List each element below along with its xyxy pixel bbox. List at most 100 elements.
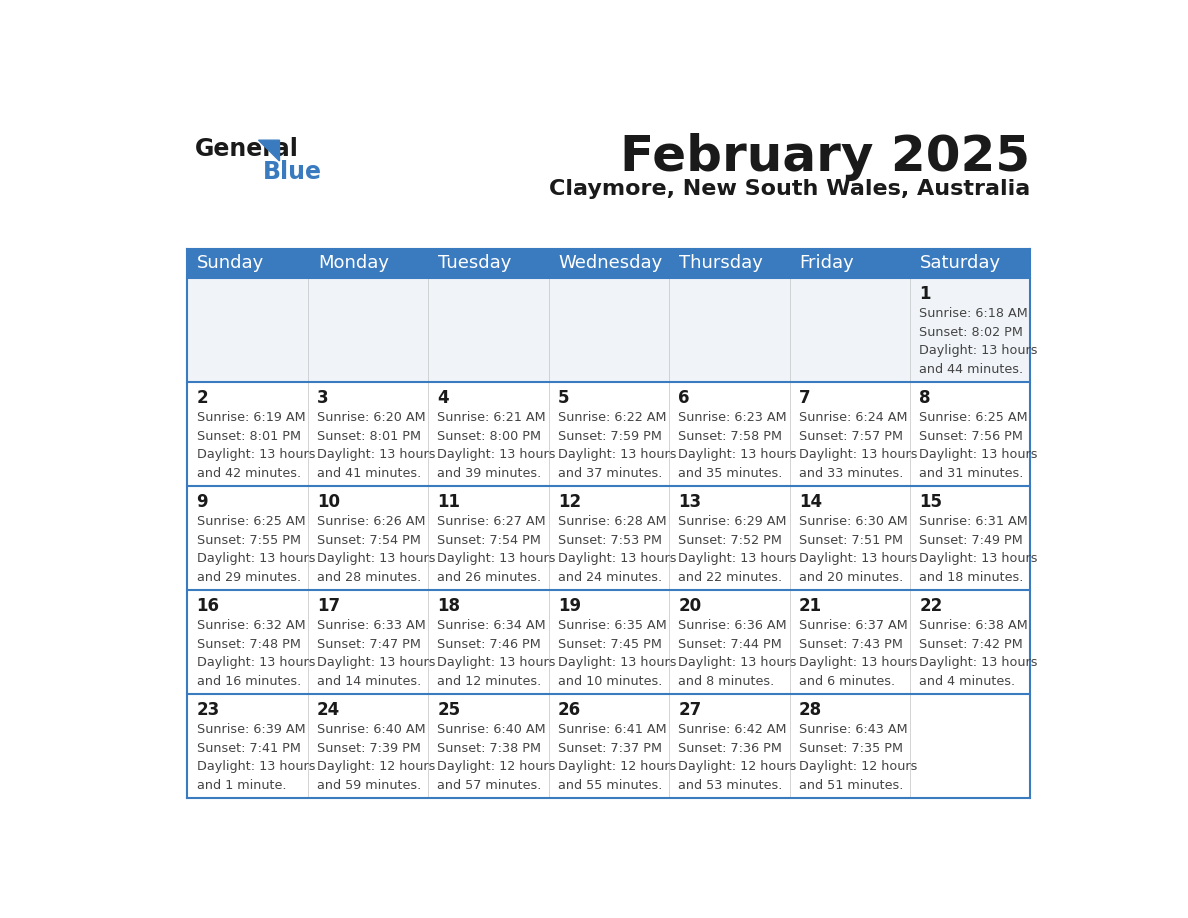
Bar: [549, 486, 669, 590]
Bar: [790, 382, 910, 486]
Bar: [188, 694, 308, 798]
Text: Sunrise: 6:19 AM
Sunset: 8:01 PM
Daylight: 13 hours
and 42 minutes.: Sunrise: 6:19 AM Sunset: 8:01 PM Dayligh…: [196, 411, 315, 480]
Bar: [669, 486, 790, 590]
Text: Saturday: Saturday: [920, 254, 1001, 273]
Bar: [910, 590, 1030, 694]
Text: Sunrise: 6:18 AM
Sunset: 8:02 PM
Daylight: 13 hours
and 44 minutes.: Sunrise: 6:18 AM Sunset: 8:02 PM Dayligh…: [920, 308, 1038, 375]
Text: Sunrise: 6:25 AM
Sunset: 7:56 PM
Daylight: 13 hours
and 31 minutes.: Sunrise: 6:25 AM Sunset: 7:56 PM Dayligh…: [920, 411, 1038, 480]
Text: Sunrise: 6:42 AM
Sunset: 7:36 PM
Daylight: 12 hours
and 53 minutes.: Sunrise: 6:42 AM Sunset: 7:36 PM Dayligh…: [678, 723, 797, 791]
Bar: [188, 590, 308, 694]
Text: Sunrise: 6:22 AM
Sunset: 7:59 PM
Daylight: 13 hours
and 37 minutes.: Sunrise: 6:22 AM Sunset: 7:59 PM Dayligh…: [558, 411, 676, 480]
Bar: [428, 486, 549, 590]
Text: 28: 28: [798, 700, 822, 719]
Bar: [428, 278, 549, 382]
Bar: [669, 590, 790, 694]
Bar: [910, 486, 1030, 590]
Text: Sunrise: 6:28 AM
Sunset: 7:53 PM
Daylight: 13 hours
and 24 minutes.: Sunrise: 6:28 AM Sunset: 7:53 PM Dayligh…: [558, 515, 676, 584]
Text: Sunrise: 6:25 AM
Sunset: 7:55 PM
Daylight: 13 hours
and 29 minutes.: Sunrise: 6:25 AM Sunset: 7:55 PM Dayligh…: [196, 515, 315, 584]
Text: 11: 11: [437, 493, 461, 510]
Text: Monday: Monday: [317, 254, 388, 273]
Text: Sunrise: 6:31 AM
Sunset: 7:49 PM
Daylight: 13 hours
and 18 minutes.: Sunrise: 6:31 AM Sunset: 7:49 PM Dayligh…: [920, 515, 1038, 584]
Text: Sunrise: 6:43 AM
Sunset: 7:35 PM
Daylight: 12 hours
and 51 minutes.: Sunrise: 6:43 AM Sunset: 7:35 PM Dayligh…: [798, 723, 917, 791]
Text: 2: 2: [196, 389, 208, 407]
Text: 7: 7: [798, 389, 810, 407]
Text: Thursday: Thursday: [680, 254, 763, 273]
Text: 12: 12: [558, 493, 581, 510]
Bar: [308, 382, 428, 486]
Bar: [188, 382, 308, 486]
Text: Sunrise: 6:23 AM
Sunset: 7:58 PM
Daylight: 13 hours
and 35 minutes.: Sunrise: 6:23 AM Sunset: 7:58 PM Dayligh…: [678, 411, 797, 480]
Text: 3: 3: [317, 389, 329, 407]
Bar: [669, 694, 790, 798]
Text: 13: 13: [678, 493, 701, 510]
Bar: [428, 694, 549, 798]
Text: 6: 6: [678, 389, 690, 407]
Bar: [308, 590, 428, 694]
Bar: [188, 278, 308, 382]
Bar: [308, 694, 428, 798]
Text: 15: 15: [920, 493, 942, 510]
Bar: [188, 249, 1030, 278]
Text: Sunrise: 6:26 AM
Sunset: 7:54 PM
Daylight: 13 hours
and 28 minutes.: Sunrise: 6:26 AM Sunset: 7:54 PM Dayligh…: [317, 515, 436, 584]
Text: Sunrise: 6:41 AM
Sunset: 7:37 PM
Daylight: 12 hours
and 55 minutes.: Sunrise: 6:41 AM Sunset: 7:37 PM Dayligh…: [558, 723, 676, 791]
Text: 19: 19: [558, 597, 581, 615]
Bar: [790, 486, 910, 590]
Bar: [549, 382, 669, 486]
Text: February 2025: February 2025: [620, 133, 1030, 181]
Bar: [910, 278, 1030, 382]
Text: 21: 21: [798, 597, 822, 615]
Text: Sunrise: 6:20 AM
Sunset: 8:01 PM
Daylight: 13 hours
and 41 minutes.: Sunrise: 6:20 AM Sunset: 8:01 PM Dayligh…: [317, 411, 436, 480]
Text: Sunrise: 6:36 AM
Sunset: 7:44 PM
Daylight: 13 hours
and 8 minutes.: Sunrise: 6:36 AM Sunset: 7:44 PM Dayligh…: [678, 619, 797, 688]
Bar: [308, 278, 428, 382]
Bar: [790, 590, 910, 694]
Bar: [549, 694, 669, 798]
Text: 23: 23: [196, 700, 220, 719]
Bar: [549, 278, 669, 382]
Text: 9: 9: [196, 493, 208, 510]
Text: Sunrise: 6:34 AM
Sunset: 7:46 PM
Daylight: 13 hours
and 12 minutes.: Sunrise: 6:34 AM Sunset: 7:46 PM Dayligh…: [437, 619, 556, 688]
Text: Sunrise: 6:24 AM
Sunset: 7:57 PM
Daylight: 13 hours
and 33 minutes.: Sunrise: 6:24 AM Sunset: 7:57 PM Dayligh…: [798, 411, 917, 480]
Text: Sunrise: 6:40 AM
Sunset: 7:38 PM
Daylight: 12 hours
and 57 minutes.: Sunrise: 6:40 AM Sunset: 7:38 PM Dayligh…: [437, 723, 556, 791]
Polygon shape: [259, 140, 279, 161]
Text: 1: 1: [920, 285, 930, 303]
Text: 18: 18: [437, 597, 461, 615]
Text: 20: 20: [678, 597, 701, 615]
Text: Tuesday: Tuesday: [438, 254, 512, 273]
Bar: [428, 382, 549, 486]
Text: 14: 14: [798, 493, 822, 510]
Text: Sunrise: 6:29 AM
Sunset: 7:52 PM
Daylight: 13 hours
and 22 minutes.: Sunrise: 6:29 AM Sunset: 7:52 PM Dayligh…: [678, 515, 797, 584]
Text: 8: 8: [920, 389, 930, 407]
Text: Sunrise: 6:35 AM
Sunset: 7:45 PM
Daylight: 13 hours
and 10 minutes.: Sunrise: 6:35 AM Sunset: 7:45 PM Dayligh…: [558, 619, 676, 688]
Text: 26: 26: [558, 700, 581, 719]
Text: Friday: Friday: [800, 254, 854, 273]
Bar: [910, 694, 1030, 798]
Text: Sunrise: 6:38 AM
Sunset: 7:42 PM
Daylight: 13 hours
and 4 minutes.: Sunrise: 6:38 AM Sunset: 7:42 PM Dayligh…: [920, 619, 1038, 688]
Text: 25: 25: [437, 700, 461, 719]
Text: Claymore, New South Wales, Australia: Claymore, New South Wales, Australia: [549, 179, 1030, 199]
Bar: [428, 590, 549, 694]
Text: Sunrise: 6:39 AM
Sunset: 7:41 PM
Daylight: 13 hours
and 1 minute.: Sunrise: 6:39 AM Sunset: 7:41 PM Dayligh…: [196, 723, 315, 791]
Text: 17: 17: [317, 597, 340, 615]
Text: Sunday: Sunday: [197, 254, 265, 273]
Text: Sunrise: 6:27 AM
Sunset: 7:54 PM
Daylight: 13 hours
and 26 minutes.: Sunrise: 6:27 AM Sunset: 7:54 PM Dayligh…: [437, 515, 556, 584]
Bar: [669, 382, 790, 486]
Bar: [549, 590, 669, 694]
Bar: [790, 278, 910, 382]
Text: 4: 4: [437, 389, 449, 407]
Text: Sunrise: 6:21 AM
Sunset: 8:00 PM
Daylight: 13 hours
and 39 minutes.: Sunrise: 6:21 AM Sunset: 8:00 PM Dayligh…: [437, 411, 556, 480]
Text: 16: 16: [196, 597, 220, 615]
Text: Wednesday: Wednesday: [558, 254, 663, 273]
Text: 22: 22: [920, 597, 942, 615]
Bar: [308, 486, 428, 590]
Text: 5: 5: [558, 389, 569, 407]
Text: Sunrise: 6:33 AM
Sunset: 7:47 PM
Daylight: 13 hours
and 14 minutes.: Sunrise: 6:33 AM Sunset: 7:47 PM Dayligh…: [317, 619, 436, 688]
Bar: [790, 694, 910, 798]
Text: 27: 27: [678, 700, 702, 719]
Text: Blue: Blue: [264, 161, 322, 185]
Text: Sunrise: 6:32 AM
Sunset: 7:48 PM
Daylight: 13 hours
and 16 minutes.: Sunrise: 6:32 AM Sunset: 7:48 PM Dayligh…: [196, 619, 315, 688]
Text: Sunrise: 6:40 AM
Sunset: 7:39 PM
Daylight: 12 hours
and 59 minutes.: Sunrise: 6:40 AM Sunset: 7:39 PM Dayligh…: [317, 723, 435, 791]
Text: Sunrise: 6:37 AM
Sunset: 7:43 PM
Daylight: 13 hours
and 6 minutes.: Sunrise: 6:37 AM Sunset: 7:43 PM Dayligh…: [798, 619, 917, 688]
Text: 24: 24: [317, 700, 340, 719]
Text: General: General: [195, 137, 299, 162]
Bar: [669, 278, 790, 382]
